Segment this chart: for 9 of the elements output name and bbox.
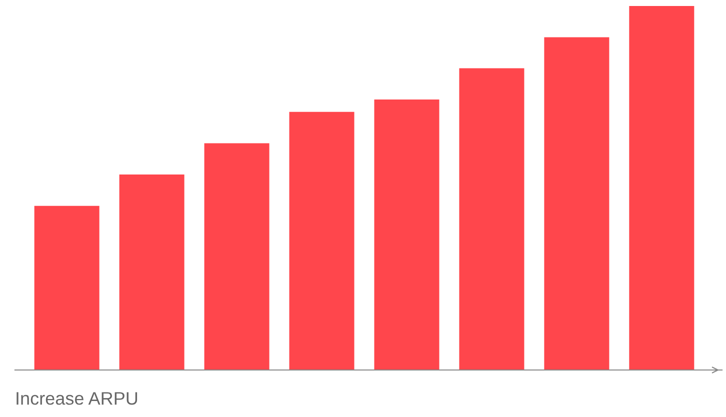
bar [34,206,100,370]
bar [119,174,184,370]
bar [374,100,440,370]
x-axis-title: Increase ARPU [16,392,138,405]
bar [629,6,694,370]
bar [289,112,354,370]
bar [204,143,270,370]
bar [544,37,610,370]
bar [459,68,524,370]
